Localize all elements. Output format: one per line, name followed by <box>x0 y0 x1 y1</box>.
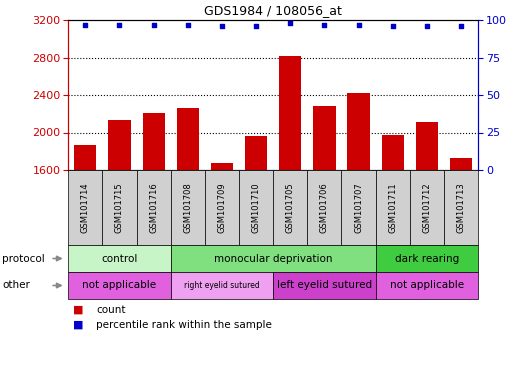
Text: GSM101712: GSM101712 <box>422 182 431 233</box>
Bar <box>347 93 370 170</box>
Bar <box>279 56 301 170</box>
Point <box>115 22 124 28</box>
Bar <box>450 158 472 170</box>
Point <box>423 23 431 29</box>
Text: GSM101716: GSM101716 <box>149 182 158 233</box>
Text: not applicable: not applicable <box>83 280 156 291</box>
Text: GSM101715: GSM101715 <box>115 182 124 233</box>
Text: GSM101706: GSM101706 <box>320 182 329 233</box>
Point <box>218 23 226 29</box>
Text: GSM101711: GSM101711 <box>388 182 397 233</box>
Text: GSM101710: GSM101710 <box>251 182 261 233</box>
Point <box>149 22 157 28</box>
Text: percentile rank within the sample: percentile rank within the sample <box>96 320 272 330</box>
Bar <box>211 162 233 170</box>
Text: GSM101705: GSM101705 <box>286 182 295 233</box>
Text: ■: ■ <box>73 320 84 330</box>
Point <box>389 23 397 29</box>
Text: GSM101707: GSM101707 <box>354 182 363 233</box>
Point <box>354 22 363 28</box>
Text: other: other <box>2 280 30 291</box>
Bar <box>245 136 267 170</box>
Text: monocular deprivation: monocular deprivation <box>214 253 332 263</box>
Point <box>81 22 89 28</box>
Text: GSM101714: GSM101714 <box>81 182 90 233</box>
Text: right eyelid sutured: right eyelid sutured <box>184 281 260 290</box>
Text: ■: ■ <box>73 305 84 315</box>
Point <box>457 23 465 29</box>
Bar <box>108 120 131 170</box>
Bar <box>74 145 96 170</box>
Text: GSM101708: GSM101708 <box>183 182 192 233</box>
Text: dark rearing: dark rearing <box>395 253 459 263</box>
Text: protocol: protocol <box>2 253 45 263</box>
Text: count: count <box>96 305 126 315</box>
Point <box>320 22 328 28</box>
Bar <box>313 106 336 170</box>
Point <box>286 20 294 26</box>
Text: left eyelid sutured: left eyelid sutured <box>277 280 372 291</box>
Text: control: control <box>101 253 137 263</box>
Point <box>252 23 260 29</box>
Bar <box>416 122 438 170</box>
Point <box>184 22 192 28</box>
Text: not applicable: not applicable <box>390 280 464 291</box>
Text: GSM101713: GSM101713 <box>457 182 465 233</box>
Title: GDS1984 / 108056_at: GDS1984 / 108056_at <box>204 5 342 17</box>
Bar <box>382 135 404 170</box>
Text: GSM101709: GSM101709 <box>218 182 226 233</box>
Bar <box>143 113 165 170</box>
Bar <box>176 108 199 170</box>
